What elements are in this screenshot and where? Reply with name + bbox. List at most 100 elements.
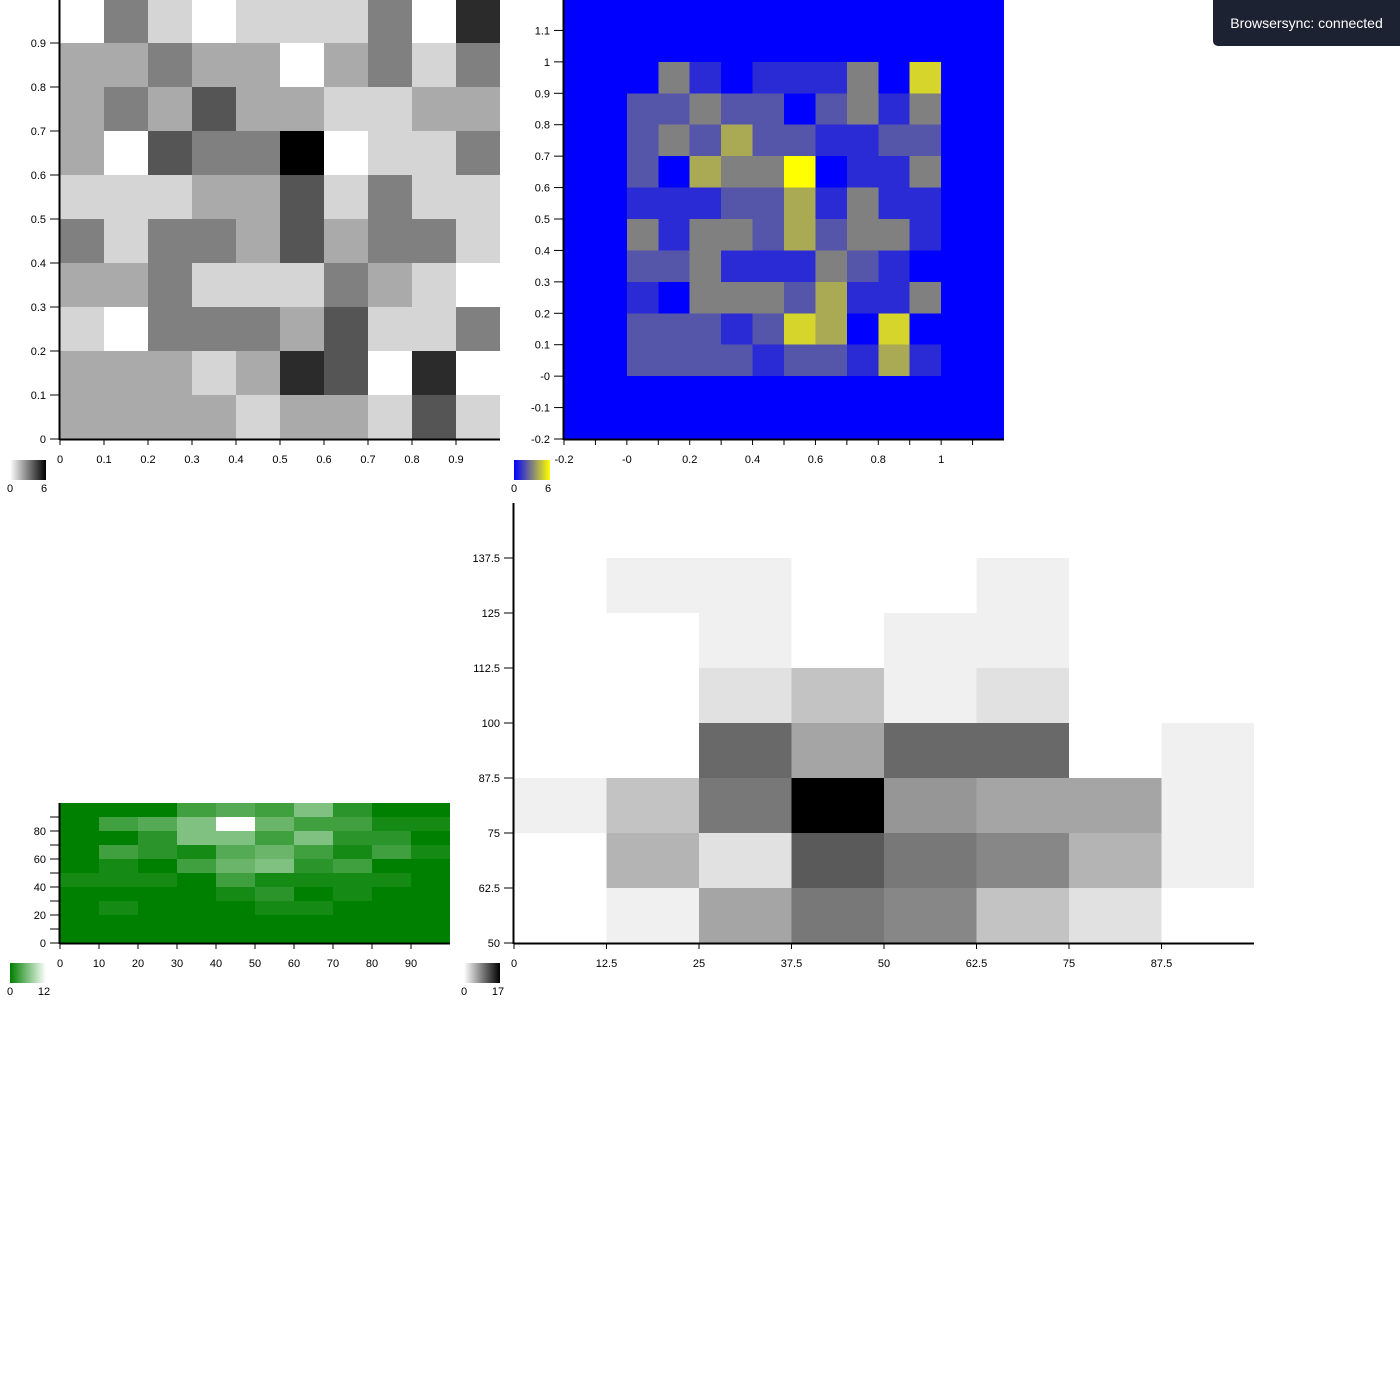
heatmap-cell: [148, 307, 192, 351]
heatmap-cell: [372, 803, 411, 817]
heatmap-cell: [411, 901, 450, 915]
heatmap-cell: [99, 901, 138, 915]
heatmap-cell: [699, 833, 792, 888]
scale-min-label: 0: [7, 986, 13, 998]
y-tick-label: 0.5: [31, 214, 46, 226]
heatmap-panel-blue-yellow: -0.2 -0 0.2 0.4 0.6 0.8 1 -0.2 -0.1 -0 0.1 0.2 0.3 0.…: [511, 0, 1004, 495]
heatmap-cell: [236, 131, 280, 175]
x-tick-label: 0.1: [96, 454, 111, 466]
heatmap-cell: [148, 395, 192, 439]
heatmap-cell: [514, 778, 607, 833]
x-tick-label: 0.8: [404, 454, 419, 466]
heatmap-cell: [514, 668, 607, 723]
heatmap-cell: [148, 0, 192, 43]
heatmap-cell: [411, 873, 450, 887]
heatmap-cell: [412, 87, 456, 131]
heatmap-cell: [294, 845, 333, 859]
heatmap-cell: [878, 61, 910, 94]
y-tick-label: 125: [482, 608, 500, 620]
heatmap-cell: [606, 778, 699, 833]
heatmap-cell: [884, 558, 977, 613]
heatmap-cell: [976, 613, 1069, 668]
heatmap-cell: [177, 859, 216, 873]
color-scale-bar: [10, 963, 46, 983]
heatmap-cell: [236, 87, 280, 131]
heatmap-cell: [721, 313, 753, 345]
heatmap-cell: [177, 817, 216, 831]
heatmap-cell: [280, 0, 324, 43]
heatmap-cell: [514, 723, 607, 778]
y-tick-label: 1: [544, 57, 550, 69]
x-tick-label: 12.5: [596, 958, 617, 970]
heatmap-cell: [721, 187, 753, 219]
heatmap-cell: [324, 175, 368, 219]
heatmap-cell: [60, 219, 104, 263]
heatmap-cell: [976, 833, 1069, 888]
heatmap-cell: [412, 307, 456, 351]
heatmap-cell: [909, 124, 942, 157]
heatmap-cell: [1161, 778, 1254, 833]
heatmap-cell: [689, 156, 722, 188]
heatmap-cell: [368, 87, 412, 131]
heatmap-cell: [412, 43, 456, 87]
heatmap-cell: [280, 395, 324, 439]
heatmap-cell: [192, 395, 236, 439]
heatmap-cell: [784, 250, 816, 282]
y-tick-label: 0.8: [31, 82, 46, 94]
y-tick-label: 87.5: [479, 773, 500, 785]
heatmap-cell: [846, 281, 879, 314]
heatmap-cell: [104, 351, 148, 395]
heatmap-cell: [372, 915, 411, 929]
heatmap-cell: [784, 313, 816, 345]
heatmap-cell: [294, 803, 333, 817]
heatmap-cell: [324, 0, 368, 43]
x-tick-label: 50: [249, 958, 261, 970]
y-tick-label: 1.1: [535, 25, 550, 37]
heatmap-cell: [99, 817, 138, 831]
heatmap-cell: [721, 156, 753, 188]
heatmap-cell: [514, 558, 607, 613]
heatmap-cell: [236, 175, 280, 219]
heatmap-cell: [138, 901, 177, 915]
y-tick-label: -0.1: [531, 403, 550, 415]
y-tick-label: 0.2: [535, 308, 550, 320]
y-tick-label: 0.4: [535, 245, 550, 257]
heatmap-cell: [412, 263, 456, 307]
heatmap-cell: [878, 93, 910, 125]
heatmap-cell: [236, 219, 280, 263]
heatmap-cell: [148, 43, 192, 87]
heatmap-cell: [1069, 613, 1162, 668]
y-axis: -0.2 -0.1 -0 0.1 0.2 0.3 0.4 0.5 0.6 0.7 0.8 0.9 1 1.…: [531, 0, 565, 446]
heatmap-cell: [60, 873, 99, 887]
heatmap-cell: [411, 831, 450, 845]
heatmap-cell: [626, 250, 659, 282]
heatmap-cell: [255, 817, 294, 831]
heatmap-cell: [192, 219, 236, 263]
heatmap-cell: [294, 859, 333, 873]
x-tick-label: 0: [57, 454, 63, 466]
x-tick-label: 0.3: [184, 454, 199, 466]
heatmap-cell: [255, 887, 294, 901]
heatmap-cell: [878, 219, 910, 251]
heatmap-cell: [456, 307, 500, 351]
scale-min-label: 0: [7, 483, 13, 495]
heatmap-cell: [909, 61, 942, 94]
heatmap-cell: [368, 307, 412, 351]
heatmap-cell: [699, 723, 792, 778]
heatmap-cell: [815, 156, 847, 188]
heatmap-cell: [148, 175, 192, 219]
x-tick-label: 0: [511, 958, 517, 970]
heatmap-cell: [104, 395, 148, 439]
heatmap-cell: [1069, 668, 1162, 723]
heatmap-cell: [699, 613, 792, 668]
heatmap-cell: [60, 263, 104, 307]
scale-max-label: 6: [41, 483, 47, 495]
heatmap-panel-gray-large: 0 12.5 25 37.5 50 62.5 75 87.5 50 62.5 75 87.5 100 11…: [461, 503, 1254, 998]
y-tick-label: 100: [482, 718, 500, 730]
heatmap-cell: [148, 263, 192, 307]
heatmap-cell: [626, 93, 659, 125]
heatmap-cell: [60, 175, 104, 219]
x-tick-label: 80: [366, 958, 378, 970]
heatmap-cell: [368, 263, 412, 307]
